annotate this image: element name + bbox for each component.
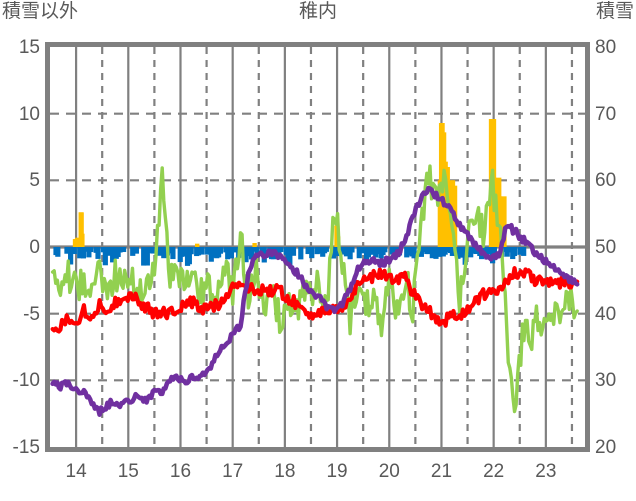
left-axis-title: 積雪以外 xyxy=(2,1,79,22)
x-tick-15: 15 xyxy=(117,461,139,482)
y-tick-left--5: -5 xyxy=(23,303,40,325)
data-series-line xyxy=(50,185,580,417)
chart-title: 稚内 xyxy=(298,1,337,22)
y-tick-right-20: 20 xyxy=(595,437,617,458)
right-axis-title: 積雪 xyxy=(595,1,634,22)
y-tick-left--10: -10 xyxy=(12,370,40,392)
y-tick-right-50: 50 xyxy=(595,237,617,258)
y-tick-left--15: -15 xyxy=(12,437,40,458)
y-tick-right-60: 60 xyxy=(595,170,617,192)
plot-svg xyxy=(50,47,585,447)
y-tick-right-40: 40 xyxy=(595,303,617,325)
x-tick-16: 16 xyxy=(169,461,192,482)
x-tick-17: 17 xyxy=(222,461,244,482)
y-tick-right-30: 30 xyxy=(595,370,617,392)
y-tick-left-10: 10 xyxy=(18,103,40,125)
x-tick-20: 20 xyxy=(378,461,400,482)
x-tick-21: 21 xyxy=(430,461,453,482)
x-tick-23: 23 xyxy=(535,461,557,482)
x-tick-22: 22 xyxy=(483,461,505,482)
data-series-line xyxy=(50,266,580,334)
data-series-line xyxy=(50,164,579,414)
y-tick-right-70: 70 xyxy=(595,103,617,125)
x-tick-14: 14 xyxy=(65,461,87,482)
y-tick-left-0: 0 xyxy=(29,237,40,258)
y-tick-left-5: 5 xyxy=(29,170,40,192)
plot-frame xyxy=(45,42,590,452)
x-tick-18: 18 xyxy=(274,461,296,482)
y-tick-left-15: 15 xyxy=(18,37,40,58)
x-tick-19: 19 xyxy=(326,461,348,482)
plot-inner xyxy=(50,47,585,447)
y-tick-right-80: 80 xyxy=(595,37,617,58)
